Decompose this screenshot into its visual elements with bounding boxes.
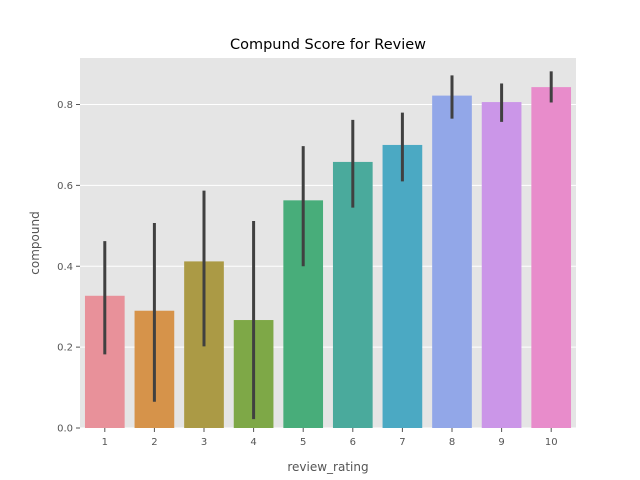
y-tick-label: 0.2 [57, 343, 73, 354]
x-tick-label: 7 [399, 437, 405, 448]
y-tick-label: 0.6 [57, 181, 73, 192]
y-axis-ticks: 0.0 0.2 0.4 0.6 0.8 [57, 100, 80, 435]
error-bars [103, 71, 553, 420]
bar-10 [531, 87, 572, 429]
x-tick-label: 1 [102, 437, 108, 448]
y-axis-label: compound [28, 211, 42, 274]
x-tick-label: 6 [350, 437, 356, 448]
y-tick-label: 0.0 [57, 424, 73, 435]
bar-7 [382, 144, 423, 429]
x-tick-label: 5 [300, 437, 306, 448]
x-tick-label: 9 [498, 437, 504, 448]
x-tick-label: 3 [201, 437, 207, 448]
x-tick-label: 10 [545, 437, 558, 448]
x-axis-label: review_rating [287, 460, 368, 474]
chart-title: Compund Score for Review [230, 37, 426, 53]
y-tick-label: 0.4 [57, 262, 73, 273]
x-tick-label: 8 [449, 437, 455, 448]
bar-9 [481, 102, 522, 428]
y-tick-label: 0.8 [57, 100, 73, 111]
bar-8 [432, 95, 472, 428]
x-tick-label: 4 [250, 437, 256, 448]
x-tick-label: 2 [151, 437, 157, 448]
x-axis-ticks: 1 2 3 4 5 6 7 8 9 10 [102, 428, 558, 448]
